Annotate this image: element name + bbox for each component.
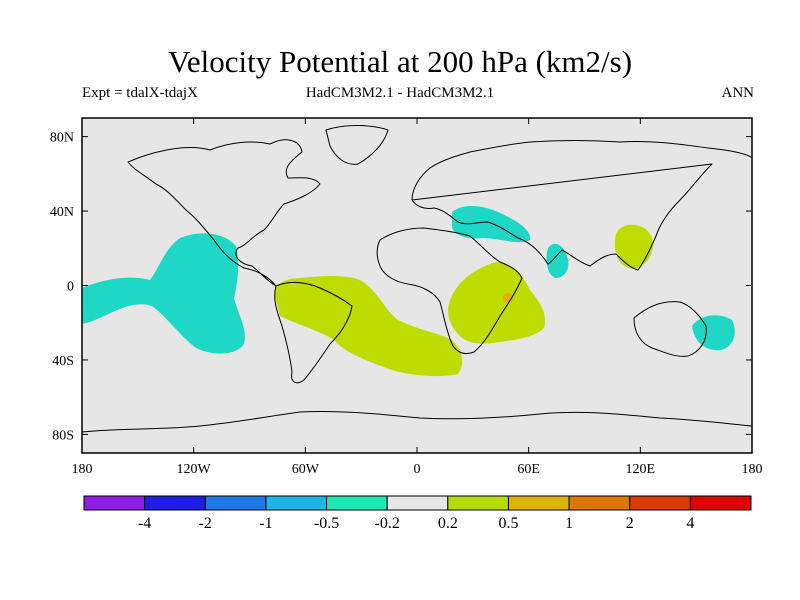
contour-region-south-america-atlantic <box>274 276 463 377</box>
y-tick-label: 40S <box>52 354 74 369</box>
colorbar-swatch <box>265 495 328 511</box>
colorbar-swatch <box>83 495 146 511</box>
contour-region-east-china <box>614 224 653 269</box>
colorbar-swatch <box>629 495 691 511</box>
colorbar-swatch <box>326 495 388 511</box>
y-axis-ticks: 80N 40N 0 40S 80S <box>50 131 752 443</box>
contour-region-east-pacific <box>82 233 245 354</box>
y-tick-label: 0 <box>67 280 74 295</box>
colorbar-swatch <box>386 495 449 511</box>
colorbar-swatch <box>204 495 267 511</box>
colorbar-label: -4 <box>138 515 151 532</box>
contour-region-coral-sea <box>692 315 735 351</box>
colorbar-label: 4 <box>686 515 694 532</box>
colorbar-label: -2 <box>199 515 212 532</box>
africa-coastline <box>376 227 523 355</box>
y-tick-label: 80N <box>50 131 74 146</box>
contour-region-east-africa-indian-ocean <box>448 262 546 344</box>
y-tick-label: 80S <box>52 428 74 443</box>
season-label: ANN <box>721 85 755 101</box>
x-tick-label: 60W <box>292 462 320 477</box>
x-tick-label: 60E <box>517 462 540 477</box>
colorbar-label: 2 <box>626 515 634 532</box>
x-tick-label: 0 <box>414 462 421 477</box>
colorbar-label: 0.2 <box>438 515 458 532</box>
model-comparison-label: HadCM3M2.1 - HadCM3M2.1 <box>305 85 495 101</box>
y-tick-label: 40N <box>50 205 74 220</box>
colorbar-swatch <box>689 495 752 511</box>
colorbar-label: -1 <box>259 515 272 532</box>
north-america-coastline <box>127 139 321 287</box>
south-america-coastline <box>274 281 353 384</box>
eurasia-coastline <box>411 140 752 271</box>
greenland-coastline <box>325 125 389 165</box>
colorbar-swatch <box>447 495 509 511</box>
x-axis-ticks: 180 120W 60W 0 60E 120E 180 <box>72 118 763 477</box>
x-tick-label: 120W <box>177 462 212 477</box>
antarctica-coastline <box>82 410 752 433</box>
colorbar-label: 1 <box>565 515 573 532</box>
colorbar-label: -0.2 <box>375 515 400 532</box>
map-title: Velocity Potential at 200 hPa (km2/s) <box>167 44 633 79</box>
colorbar-label: -0.5 <box>314 515 339 532</box>
x-tick-label: 180 <box>72 462 93 477</box>
contour-region-bay-of-bengal <box>546 243 569 278</box>
colorbar-label: 0.5 <box>498 515 518 532</box>
colorbar-swatch <box>144 495 206 511</box>
x-tick-label: 180 <box>742 462 763 477</box>
colorbar: -4 -2 -1 -0.5 -0.2 0.2 0.5 1 2 4 <box>83 495 752 532</box>
colorbar-swatch <box>568 495 631 511</box>
australia-coastline <box>633 301 707 357</box>
experiment-label: Expt = tdalX-tdajX <box>82 85 198 101</box>
x-tick-label: 120E <box>626 462 656 477</box>
coastlines <box>82 125 752 433</box>
colorbar-swatch <box>507 495 570 511</box>
